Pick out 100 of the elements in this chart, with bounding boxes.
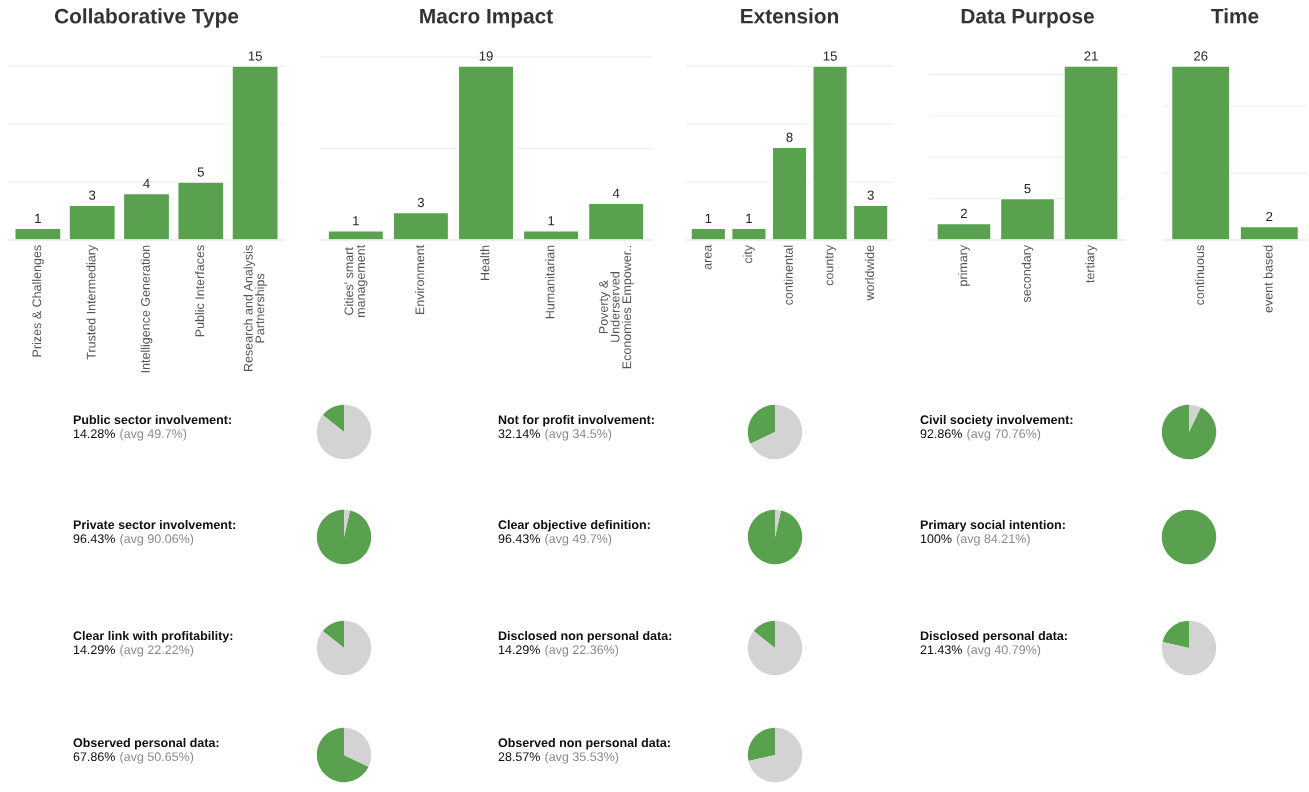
text: Primary social intention: [920,519,1065,532]
data-label: 1 [548,216,555,226]
text: (avg 50.65%) [120,751,194,764]
data-label: 4 [143,179,150,189]
bar [522,230,580,240]
bar [730,227,767,240]
pie-slice [344,727,372,767]
pie-slice [747,509,803,565]
pie-slice [1161,404,1217,460]
pie-slice [747,404,775,444]
data-label: 3 [89,190,96,200]
chart-title: Time [1211,8,1259,24]
text: Disclosed non personal data: [498,630,672,643]
data-label: 19 [479,51,493,61]
text: (avg 22.36%) [545,644,619,657]
x-tick-label: Intelligence Generation [140,245,153,373]
text: Observed non personal data: [498,737,670,750]
bar [812,65,849,240]
text: Clear link with profitability: [73,630,233,643]
text: Clear objective definition: [498,519,650,532]
x-tick-label: continuous [1194,245,1205,305]
x-tick-label: Poverty & Underserved Economies Empower.. [599,246,634,369]
bar [122,192,171,240]
text: (avg 35.53%) [545,751,619,764]
text: (avg 22.22%) [120,644,194,657]
data-label: 1 [353,216,359,226]
text: 14.28% [73,429,115,439]
pie-slice [316,727,369,783]
x-tick-label: worldwide [864,245,875,301]
bar [852,204,889,240]
data-label: 3 [867,190,874,200]
pie-slice [316,620,372,676]
pie-slice [1161,620,1217,676]
x-tick-label: Health [480,245,490,280]
data-label: 15 [248,51,262,61]
data-label: 2 [960,208,967,218]
data-label: 5 [1024,184,1031,194]
bar [68,204,116,240]
text: 28.57% [498,752,540,762]
x-tick-label: city [743,244,755,264]
bar [587,202,645,240]
text: 96.43% [498,534,540,544]
text: (avg 90.06%) [120,533,194,546]
x-tick-label: Prizes & Challenges [32,245,44,357]
text: Observed personal data: [73,737,219,750]
pie-slice [344,509,351,537]
pie-slice [747,727,775,762]
text: Private sector involvement: [73,519,236,530]
pie-slice [322,404,344,432]
text: (avg 40.79%) [967,644,1041,657]
x-tick-label: Public Interfaces [194,245,205,337]
text: Not for profit involvement: [498,414,654,427]
data-label: 8 [786,132,793,142]
x-tick-label: Environment [415,244,425,314]
bar [231,65,279,240]
data-label: 1 [705,213,712,223]
bar [771,146,808,240]
x-tick-label: area [704,244,712,270]
x-tick-label: secondary [1021,244,1034,303]
pie-slice [1189,404,1201,432]
pie-slice [748,727,803,783]
x-tick-label: primary [958,244,970,286]
bar [457,65,515,240]
bar [327,230,385,240]
data-label: 21 [1084,51,1098,61]
x-tick-label: Humanitarian [545,245,555,319]
pie-slice [316,509,372,565]
x-tick-label: country [825,244,836,286]
data-label: 3 [417,197,424,208]
text: (avg 49.7%) [545,533,612,546]
data-label: 15 [823,51,837,61]
text: Disclosed personal data: [920,630,1067,643]
text: 92.86% [920,429,962,439]
bar [690,227,727,240]
text: 21.43% [920,645,962,655]
text: 14.29% [498,645,540,655]
pie-slice [775,509,782,537]
text: Public sector involvement: [73,414,231,425]
text: (avg 70.76%) [967,428,1041,441]
pie-slice [322,620,344,648]
text: 14.29% [73,645,115,655]
data-label: 5 [197,167,204,177]
text: Civil society involvement: [920,414,1073,427]
x-tick-label: event based [1263,245,1273,313]
text: (avg 84.21%) [956,533,1030,546]
text: 100% [920,534,952,544]
x-tick-label: Cities' smart management [344,244,368,317]
text: (avg 49.7%) [120,428,187,441]
bar [177,181,225,240]
text: (avg 34.5%) [545,428,612,441]
x-tick-label: Trusted Intermediary [86,244,99,360]
data-label: 26 [1194,51,1208,61]
chart-title: Data Purpose [961,9,1094,28]
text: 32.14% [498,429,540,439]
data-label: 1 [35,213,41,223]
x-tick-label: Research and Analysis Partnerships [243,245,267,371]
pie-slice [750,404,803,460]
pie-slice [747,620,803,676]
chart-title: Collaborative Type [54,8,239,28]
pie-slice [753,620,775,648]
